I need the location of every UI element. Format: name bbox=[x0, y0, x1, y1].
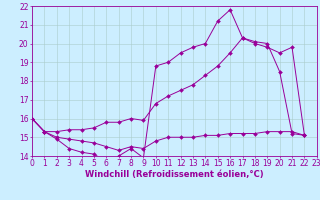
X-axis label: Windchill (Refroidissement éolien,°C): Windchill (Refroidissement éolien,°C) bbox=[85, 170, 264, 179]
